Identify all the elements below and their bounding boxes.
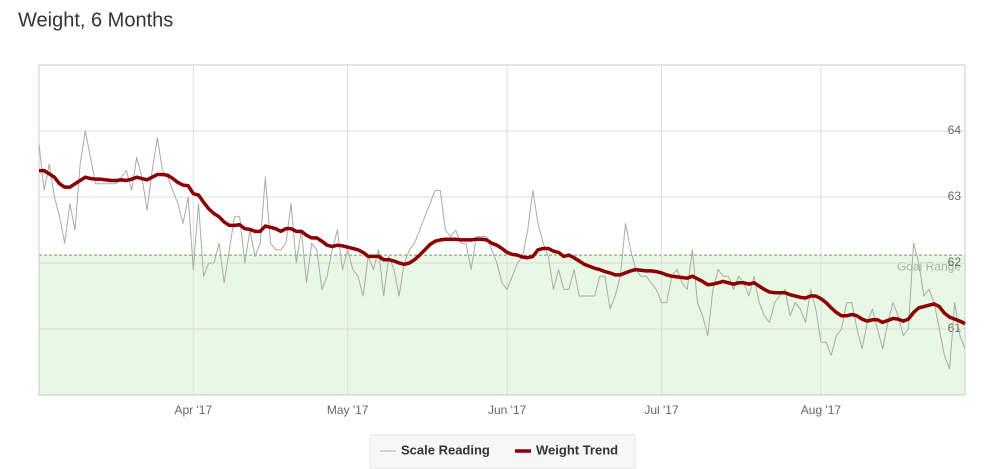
legend-label: Scale Reading: [401, 442, 490, 457]
plot-border: [38, 64, 966, 396]
x-tick-label: May '17: [327, 403, 369, 417]
chart-title: Weight, 6 Months: [18, 9, 173, 31]
x-tick-label: Jun '17: [488, 403, 527, 417]
legend-box: [369, 434, 636, 469]
y-tick-label: 64: [948, 123, 962, 137]
series-line: [39, 168, 966, 326]
series-line: [38, 130, 966, 370]
legend-label: Weight Trend: [536, 442, 618, 457]
x-tick-label: Aug '17: [801, 403, 842, 417]
y-tick-label: 63: [948, 189, 962, 203]
x-tick-label: Jul '17: [644, 403, 679, 417]
goal-range: [39, 255, 965, 395]
x-tick-label: Apr '17: [175, 403, 213, 417]
y-tick-label: 62: [948, 255, 962, 269]
